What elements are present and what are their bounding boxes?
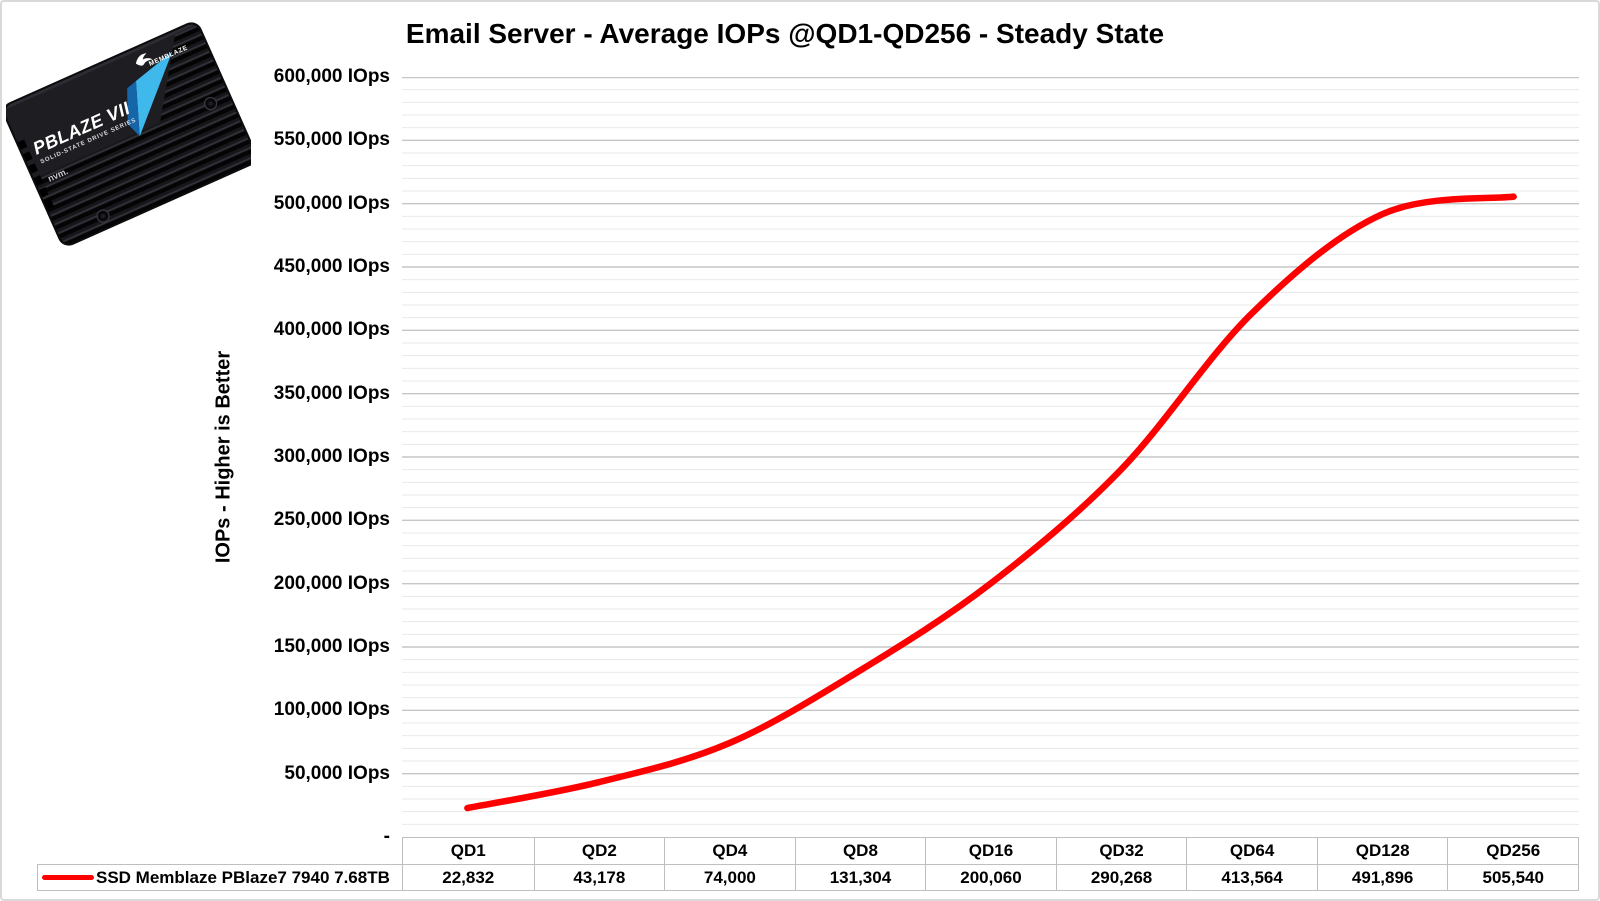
y-tick-label: 350,000 IOps [273,382,390,404]
y-tick-label: 150,000 IOps [273,636,390,657]
table-value-cell: 290,268 [1055,865,1187,890]
table-header-cell: QD2 [533,838,665,864]
data-table-value-row: 22,832 43,178 74,000 131,304 200,060 290,268 4… [402,864,1579,891]
y-tick-label: 200,000 IOps [273,572,390,594]
y-tick-label: 400,000 IOps [273,319,390,341]
ssd-product-image: MEMBLAZE PBLAZE VII SOLID-STATE DRIVE SE… [6,21,251,247]
table-value-cell: 74,000 [664,865,795,890]
data-table-header-row: QD1 QD2 QD4 QD8 QD16 QD32 QD64 QD128 QD256 [402,837,1579,865]
table-header-cell: QD64 [1186,838,1317,864]
legend-series-label: SSD Memblaze PBlaze7 7940 7.68TB [96,867,390,887]
legend-line-marker [42,875,94,880]
y-tick-label: - [383,826,390,847]
ssd-screws [96,96,218,223]
table-header-cell: QD16 [925,838,1056,864]
table-header-cell: QD256 [1447,838,1578,864]
plot-area [402,77,1579,837]
gridlines [402,77,1579,825]
table-header-cell: QD128 [1316,838,1448,864]
ssd-blue-accent [135,51,173,137]
table-value-cell: 413,564 [1186,865,1317,890]
y-tick-label: 550,000 IOps [273,129,390,151]
table-value-cell: 131,304 [794,865,926,890]
y-tick-label: 450,000 IOps [273,256,390,277]
table-value-cell: 22,832 [442,867,495,887]
y-tick-label: 250,000 IOps [273,509,390,531]
legend-cell: SSD Memblaze PBlaze7 7940 7.68TB [37,864,403,891]
y-axis-tick-labels: 600,000 IOps 550,000 IOps 500,000 IOps 450,… [2,2,390,862]
y-tick-label: 500,000 IOps [273,192,390,214]
table-header-cell: QD4 [664,838,795,864]
y-tick-label: 100,000 IOps [273,699,390,721]
table-header-cell: QD1 [450,841,486,860]
y-tick-label: 50,000 IOps [284,762,390,784]
series-line-memblaze [464,193,1517,812]
y-tick-label: 600,000 IOps [273,66,390,87]
table-value-cell: 505,540 [1447,865,1578,890]
y-tick-label: 300,000 IOps [273,446,390,467]
table-header-cell: QD8 [794,838,926,864]
table-value-cell: 200,060 [925,865,1056,890]
table-header-cell: QD32 [1055,838,1187,864]
table-value-cell: 43,178 [533,865,665,890]
table-value-cell: 491,896 [1316,865,1448,890]
ssd-label-plate [6,30,176,179]
chart-title: Email Server - Average IOPs @QD1-QD256 -… [405,18,1165,49]
